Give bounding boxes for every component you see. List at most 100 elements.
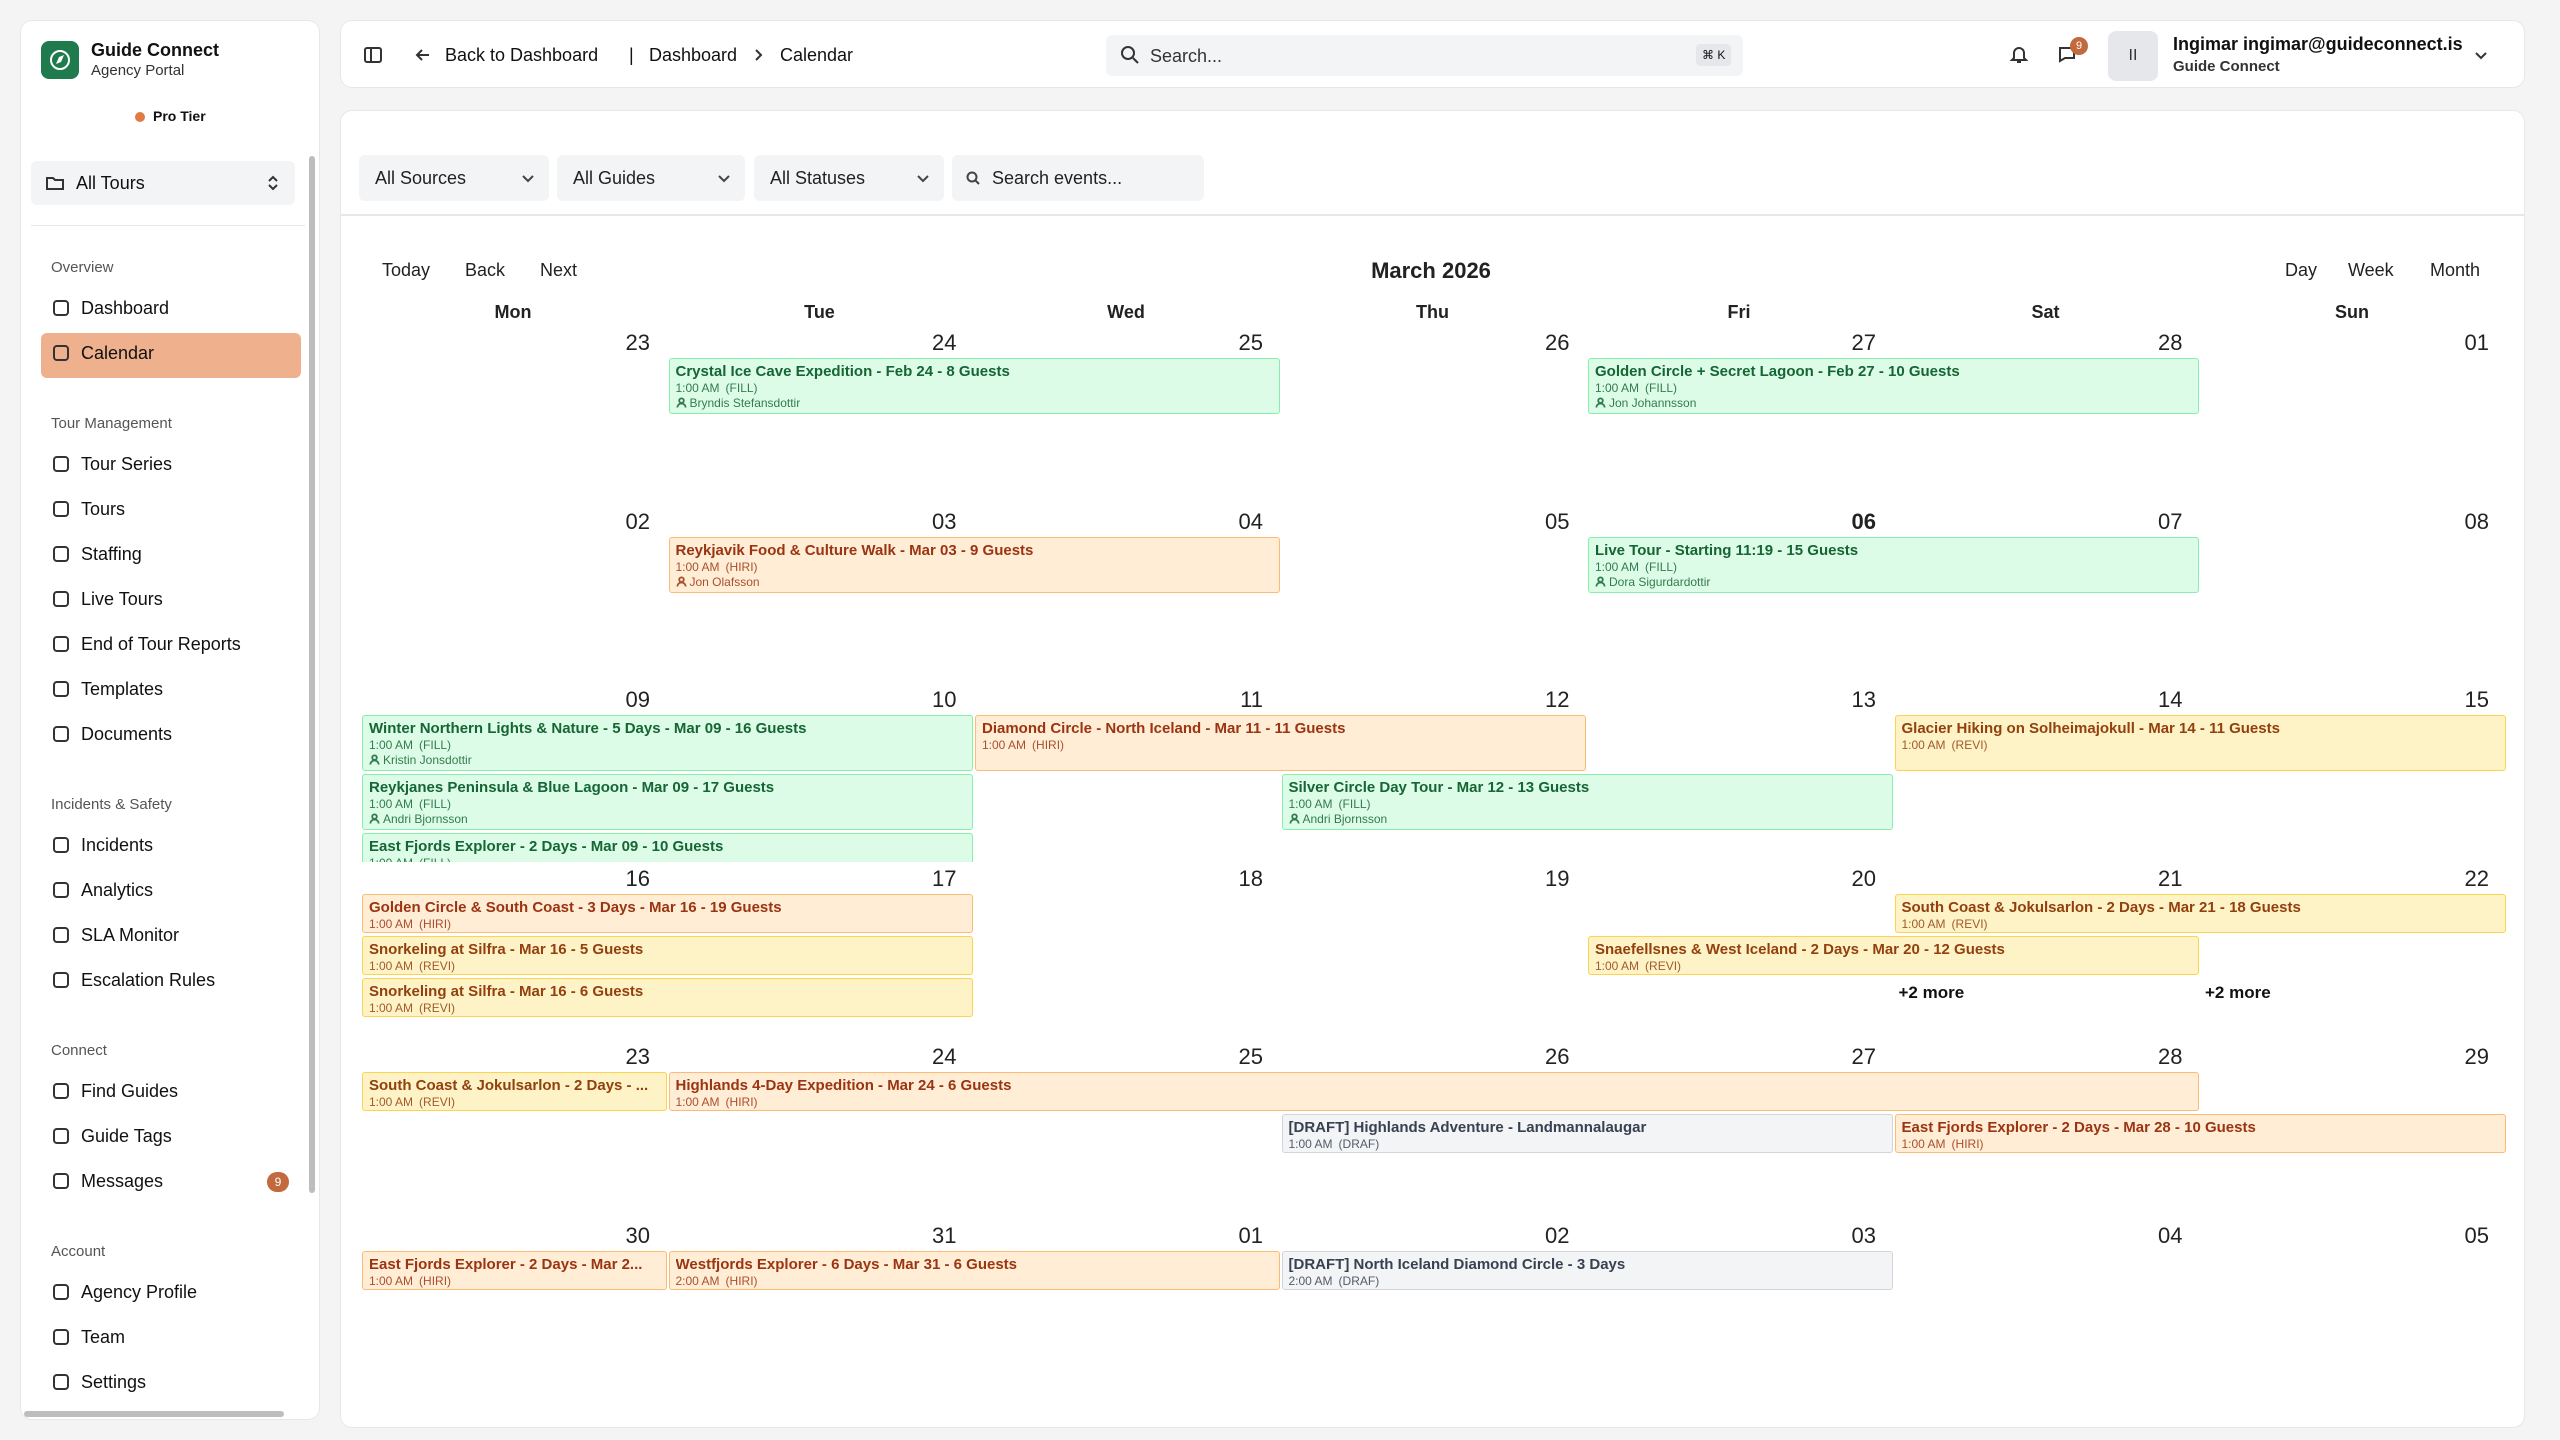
search[interactable]: Search... ⌘ K	[1106, 35, 1743, 76]
event-meta: 1:00 AM (HIRI)	[676, 560, 1273, 575]
calendar-nav-button[interactable]: Today	[382, 260, 431, 280]
event-search[interactable]: Search events...	[952, 155, 1204, 201]
event[interactable]: [DRAFT] Highlands Adventure - Landmannal…	[1281, 1114, 1893, 1153]
event-guide: Andri Bjornsson	[369, 812, 966, 827]
shortcut: ⌘ K	[1696, 44, 1732, 66]
day-number: 24	[932, 1044, 957, 1069]
day-number: 01	[2464, 330, 2489, 355]
breadcrumb[interactable]: Dashboard	[649, 45, 738, 65]
more-link[interactable]: +2 more	[2205, 982, 2271, 1002]
nav-item[interactable]: Tour Series	[41, 444, 301, 489]
event-status: (HIRI)	[419, 1273, 452, 1288]
filter-label: All Sources	[375, 168, 467, 188]
nav-item[interactable]: Dashboard	[41, 288, 301, 333]
view-button[interactable]: Day	[2285, 260, 2318, 280]
more-link[interactable]: +2 more	[1898, 982, 1965, 1002]
event[interactable]: South Coast & Jokulsarlon - 2 Days - Mar…	[1894, 893, 2506, 933]
day-number: 31	[932, 1222, 957, 1248]
event[interactable]: Crystal Ice Cave Expedition - Feb 24 - 8…	[668, 358, 1280, 414]
event[interactable]: Diamond Circle - North Iceland - Mar 11 …	[975, 715, 1586, 771]
nav-item[interactable]: End of Tour Reports	[41, 624, 301, 669]
nav-item[interactable]: Staffing	[41, 534, 301, 579]
nav-item[interactable]: Settings	[41, 1362, 301, 1407]
event-status: (FILL)	[419, 797, 452, 811]
event[interactable]: Silver Circle Day Tour - Mar 12 - 13 Gue…	[1281, 774, 1893, 830]
nav-item[interactable]: Templates	[41, 669, 301, 714]
event[interactable]: Snorkeling at Silfra - Mar 16 - 5 Guests…	[362, 935, 973, 975]
event-time: 1:00 AM	[369, 856, 413, 862]
nav-item[interactable]: Tours	[41, 489, 301, 534]
event[interactable]: East Fjords Explorer - 2 Days - Mar 09 -…	[362, 833, 973, 862]
day-number: 29	[2464, 1044, 2489, 1069]
nav-item-label: Escalation Rules	[81, 970, 216, 990]
notifications[interactable]	[2009, 44, 2029, 64]
event-time: 1:00 AM	[1595, 559, 1640, 574]
day-number: 01	[1238, 1222, 1263, 1248]
event-status: (DRAF)	[1338, 1273, 1380, 1288]
guide-name: Dora Sigurdardottir	[1609, 574, 1711, 589]
nav-item[interactable]: Live Tours	[41, 579, 301, 624]
nav-item[interactable]: Guide Tags	[41, 1116, 301, 1161]
event[interactable]: Live Tour - Starting 11:19 - 15 Guests 1:…	[1588, 536, 2199, 593]
nav-section: Incidents & Safety Incidents Analytics SLA …	[11, 784, 311, 1005]
event[interactable]: Golden Circle + Secret Lagoon - Feb 27 -…	[1588, 358, 2199, 414]
event-title: [DRAFT] Highlands Adventure - Landmannal…	[1288, 1119, 1647, 1136]
nav-item[interactable]: Documents	[41, 714, 301, 759]
brand-logo	[41, 41, 79, 79]
event-title: Winter Northern Lights & Nature - 5 Days…	[369, 720, 807, 737]
event-status: (DRAF)	[1338, 1137, 1380, 1151]
event[interactable]: Winter Northern Lights & Nature - 5 Days…	[362, 715, 973, 771]
weekday: Sun	[2335, 302, 2369, 322]
event[interactable]: Snaefellsnes & West Iceland - 2 Days - M…	[1588, 935, 2199, 975]
calendar-nav-button[interactable]: Next	[540, 260, 578, 280]
guide-filter[interactable]: All Guides	[557, 155, 745, 201]
tour-select[interactable]: All Tours	[31, 161, 295, 205]
avatar[interactable]: II	[2108, 31, 2158, 81]
nav-item[interactable]: Escalation Rules	[41, 960, 301, 1005]
back-link[interactable]: Back to Dashboard	[445, 45, 599, 65]
day-number: 24	[932, 330, 957, 355]
event[interactable]: Reykjanes Peninsula & Blue Lagoon - Mar …	[362, 774, 973, 830]
week-row: 09 10 11 12 13 14 15 Winter Northern Lights & N…	[360, 684, 2506, 862]
status-filter[interactable]: All Statuses	[754, 155, 944, 201]
nav-item[interactable]: Find Guides	[41, 1071, 301, 1116]
event[interactable]: Glacier Hiking on Solheimajokull - Mar 1…	[1894, 715, 2506, 771]
nav-item[interactable]: Analytics	[41, 870, 301, 915]
view-button[interactable]: Month	[2430, 260, 2481, 280]
nav-item-label: SLA Monitor	[81, 925, 180, 945]
event[interactable]: East Fjords Explorer - 2 Days - Mar 28 -…	[1894, 1114, 2506, 1153]
nav-item[interactable]: Messages 9	[41, 1161, 301, 1206]
event-status: (FILL)	[419, 738, 452, 752]
day-number: 09	[625, 687, 650, 712]
event[interactable]: Snorkeling at Silfra - Mar 16 - 6 Guests…	[362, 977, 973, 1017]
user-menu[interactable]	[2473, 46, 2489, 66]
event-meta: 1:00 AM (HIRI)	[1902, 1137, 2499, 1152]
day-number: 15	[2464, 687, 2489, 712]
guide-name: Kristin Jonsdottir	[383, 753, 472, 767]
source-filter[interactable]: All Sources	[359, 155, 549, 201]
event-title: Reykjanes Peninsula & Blue Lagoon - Mar …	[369, 779, 775, 796]
event[interactable]: South Coast & Jokulsarlon - 2 Days - ...…	[362, 1072, 667, 1111]
sidebar-toggle[interactable]	[363, 45, 383, 65]
event[interactable]: Westfjords Explorer - 6 Days - Mar 31 - …	[668, 1250, 1280, 1290]
nav-item-label: Templates	[81, 679, 164, 699]
event[interactable]: Reykjavik Food & Culture Walk - Mar 03 -…	[668, 536, 1280, 593]
event[interactable]: Highlands 4-Day Expedition - Mar 24 - 6 …	[668, 1072, 2199, 1111]
event-status: (REVI)	[1951, 738, 1988, 752]
nav-item[interactable]: Calendar	[41, 333, 301, 378]
event-meta: 2:00 AM (HIRI)	[676, 1274, 1273, 1289]
view-button[interactable]: Week	[2348, 260, 2394, 280]
event[interactable]: [DRAFT] North Iceland Diamond Circle - 3…	[1281, 1250, 1893, 1290]
nav-item[interactable]: Agency Profile	[41, 1272, 301, 1317]
nav-item[interactable]: Team	[41, 1317, 301, 1362]
nav-section-label: Account	[51, 1243, 106, 1260]
event[interactable]: Golden Circle & South Coast - 3 Days - M…	[362, 893, 973, 933]
back-icon[interactable]	[413, 45, 433, 65]
day-number: 04	[2158, 1222, 2183, 1248]
event-time: 1:00 AM	[982, 738, 1027, 752]
nav-item[interactable]: Incidents	[41, 825, 301, 870]
nav-item[interactable]: SLA Monitor	[41, 915, 301, 960]
event[interactable]: East Fjords Explorer - 2 Days - Mar 2...…	[362, 1250, 667, 1290]
day-number: 10	[932, 687, 957, 712]
calendar-nav-button[interactable]: Back	[465, 260, 506, 280]
